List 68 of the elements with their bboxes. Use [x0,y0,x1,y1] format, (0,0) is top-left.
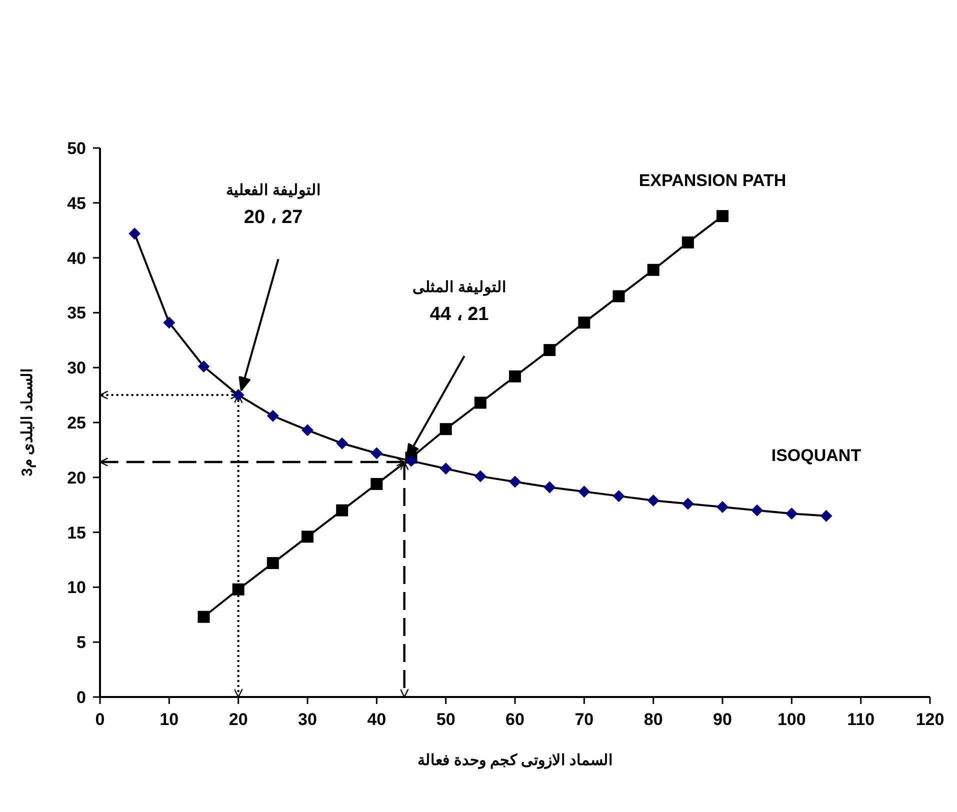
point [647,494,660,506]
point [647,264,660,276]
annotation: التوليفة المثلى 44 ، 21 [406,279,506,458]
point [198,610,210,623]
y-tick-label: 20 [67,468,86,488]
y-tick-label: 25 [67,414,86,432]
point [370,447,383,460]
y-tick-label: 40 [67,248,86,268]
point [544,344,556,356]
point [474,396,486,409]
x-axis-title: السماد الازوتى كجم وحدة فعالة [418,752,612,769]
x-tick-label: 60 [506,710,524,729]
annotation: التوليفة الفعلية 20 ، 27 [226,182,320,392]
x-tick-label: 10 [160,710,179,729]
point [440,462,452,475]
y-tick-label: 15 [67,523,86,542]
x-tick-label: 50 [436,710,456,729]
point [198,360,210,372]
point [682,236,694,248]
point [682,498,694,510]
point [232,389,244,402]
point [578,316,590,329]
x-tick-label: 40 [367,710,386,729]
point [266,557,279,570]
point [302,530,314,543]
y-tick-label: 5 [76,633,86,652]
y-tick-label: 0 [76,688,86,707]
x-tick-label: 20 [228,710,248,729]
point [266,410,279,422]
point [578,486,590,498]
point [232,583,244,596]
y-tick-label: 50 [67,139,86,158]
y-tick-label: 45 [67,194,86,213]
point [509,370,521,382]
text: ISOQUANT [771,446,862,465]
x-tick-label: 80 [644,710,663,729]
x-tick-label: 0 [95,710,105,729]
point [716,210,728,222]
point [751,504,764,516]
point [302,424,314,436]
point [716,501,728,514]
point [474,470,486,482]
y-axis-title: السماد البلدى م3 [19,368,36,476]
x-tick-label: 30 [298,710,317,729]
y-tick-label: 30 [67,358,86,378]
point [612,490,625,502]
x-tick-label: 90 [713,710,732,729]
point [820,510,832,522]
x-tick-label: 120 [916,710,944,729]
point [440,423,452,436]
point [336,437,348,450]
point [163,316,176,329]
point [405,454,418,467]
point [509,476,521,488]
point [544,481,556,494]
point [612,290,625,302]
series-label: EXPANSION PATH [638,171,786,190]
point [786,508,798,520]
y-tick-label: 10 [67,578,86,598]
x-tick-label: 110 [847,710,875,729]
annotation: التوليفة الفعلية 20 ، 27 [226,182,320,228]
point [336,504,348,516]
annotation: التوليفة المثلى 44 ، 21 [412,279,506,326]
y-tick-label: 35 [67,304,86,323]
x-tick-label: 100 [777,710,806,729]
point [128,228,141,240]
x-tick-label: 70 [574,710,594,729]
point [370,478,383,490]
